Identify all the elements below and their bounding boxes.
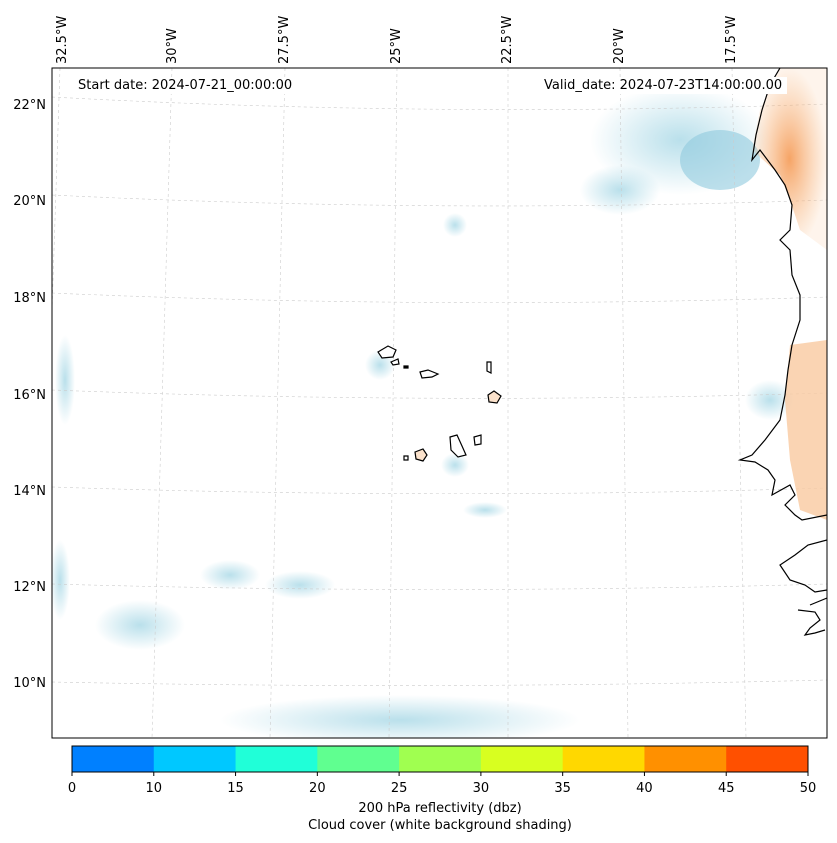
longitude-label: 32.5°W: [55, 15, 70, 64]
colorbar-tick-label: 25: [390, 781, 408, 796]
valid-date-label: Valid_date: 2024-07-23T14:00:00.00: [539, 77, 788, 94]
colorbar-title: 200 hPa reflectivity (dbz): [358, 801, 522, 816]
colorbar-segment: [235, 746, 318, 772]
land-reflectivity-coast: [785, 340, 827, 520]
island-sao-vicente: [390, 358, 400, 366]
colorbar-segment: [399, 746, 482, 772]
colorbar-tick-label: 50: [799, 781, 817, 796]
colorbar-tick-label: 20: [309, 781, 326, 796]
africa-coastline: [737, 68, 827, 521]
longitude-label: 25°W: [389, 28, 404, 64]
colorbar-segment: [317, 746, 400, 772]
island-fogo: [414, 448, 428, 462]
island-maio: [473, 434, 482, 446]
colorbar-segment: [480, 746, 564, 772]
longitude-label: 17.5°W: [724, 15, 739, 64]
land-reflectivity-north: [752, 68, 827, 250]
colorbar-tick-label: 10: [145, 781, 163, 796]
colorbar-border: [71, 745, 809, 773]
island-sal: [486, 361, 492, 374]
colorbar-segment: [562, 746, 645, 772]
latitude-label: 14°N: [13, 484, 46, 499]
island-boa-vista: [487, 390, 502, 404]
latitude-label: 10°N: [13, 676, 46, 691]
cape-verde-islands: [377, 345, 502, 462]
latitude-label: 16°N: [13, 388, 46, 403]
colorbar-tick-label: 45: [717, 781, 735, 796]
latitude-label: 12°N: [13, 580, 46, 595]
gridlines: [52, 68, 827, 738]
latitude-label: 18°N: [13, 291, 46, 306]
colorbar-segment: [726, 746, 809, 772]
island-santo-antao: [377, 345, 397, 359]
map-border: [51, 67, 828, 739]
island-santiago: [449, 434, 467, 458]
longitude-label: 27.5°W: [277, 15, 292, 64]
colorbar-tick-label: 40: [636, 781, 653, 796]
island-sao-nicolau: [419, 369, 440, 379]
colorbar-segment: [644, 746, 727, 772]
longitude-label: 30°W: [165, 28, 180, 64]
cloud-shading: [52, 85, 795, 738]
colorbar-tick-label: 30: [472, 781, 490, 796]
colorbar-subtitle: Cloud cover (white background shading): [308, 818, 572, 833]
africa-coastline-south: [779, 539, 827, 636]
colorbar-segment: [153, 746, 237, 772]
longitude-label: 22.5°W: [500, 15, 515, 64]
latitude-label: 20°N: [13, 194, 46, 209]
island-brava: [403, 455, 409, 461]
colorbar: [71, 746, 809, 776]
longitude-label: 20°W: [612, 28, 627, 64]
start-date-label: Start date: 2024-07-21_00:00:00: [73, 77, 298, 94]
colorbar-segment: [72, 746, 155, 772]
colorbar-tick-label: 35: [554, 781, 571, 796]
colorbar-tick-label: 15: [227, 781, 244, 796]
island-santa-luzia: [403, 365, 409, 369]
latitude-label: 22°N: [13, 98, 46, 113]
colorbar-tick-label: 0: [67, 781, 77, 796]
